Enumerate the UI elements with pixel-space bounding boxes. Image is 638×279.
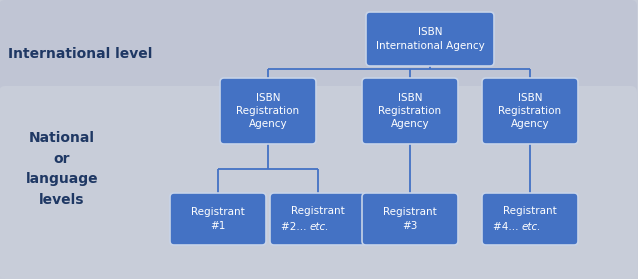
FancyBboxPatch shape — [220, 78, 316, 144]
Text: ISBN
Registration
Agency: ISBN Registration Agency — [237, 93, 300, 129]
Text: International level: International level — [8, 47, 152, 61]
Text: etc.: etc. — [522, 222, 542, 232]
Text: Registrant
#1: Registrant #1 — [191, 207, 245, 231]
Text: ISBN
Registration
Agency: ISBN Registration Agency — [378, 93, 441, 129]
Text: ISBN
Registration
Agency: ISBN Registration Agency — [498, 93, 561, 129]
FancyBboxPatch shape — [0, 0, 637, 100]
FancyBboxPatch shape — [270, 193, 366, 245]
FancyBboxPatch shape — [482, 193, 578, 245]
FancyBboxPatch shape — [170, 193, 266, 245]
Text: Registrant: Registrant — [291, 206, 345, 216]
FancyBboxPatch shape — [366, 12, 494, 66]
Text: #2...: #2... — [281, 222, 310, 232]
Text: National
or
language
levels: National or language levels — [26, 131, 98, 207]
Text: etc.: etc. — [310, 222, 329, 232]
FancyBboxPatch shape — [482, 78, 578, 144]
Text: Registrant: Registrant — [503, 206, 557, 216]
Text: #4...: #4... — [493, 222, 522, 232]
FancyBboxPatch shape — [362, 78, 458, 144]
FancyBboxPatch shape — [362, 193, 458, 245]
FancyBboxPatch shape — [0, 86, 637, 279]
Text: Registrant
#3: Registrant #3 — [383, 207, 437, 231]
Text: ISBN
International Agency: ISBN International Agency — [376, 27, 484, 50]
